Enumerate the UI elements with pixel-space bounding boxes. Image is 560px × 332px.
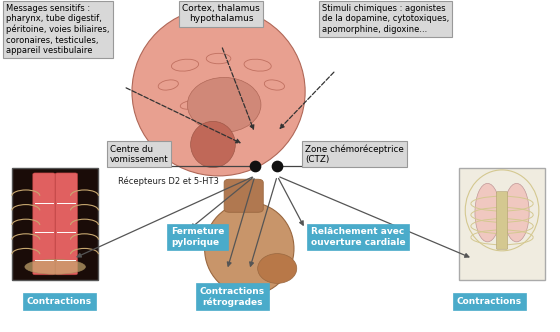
Text: Centre du
vomissement: Centre du vomissement [110, 144, 168, 164]
Ellipse shape [190, 122, 235, 168]
Point [250, 163, 259, 169]
FancyBboxPatch shape [55, 173, 77, 275]
Ellipse shape [504, 183, 529, 242]
FancyBboxPatch shape [497, 192, 507, 249]
Text: Fermeture
pylorique: Fermeture pylorique [171, 227, 225, 247]
Ellipse shape [25, 259, 86, 274]
Text: Relâchement avec
ouverture cardiale: Relâchement avec ouverture cardiale [311, 227, 405, 247]
Text: Contractions: Contractions [457, 297, 522, 306]
Point [273, 163, 282, 169]
Text: Zone chémoréceptrice
(CTZ): Zone chémoréceptrice (CTZ) [305, 144, 404, 164]
FancyBboxPatch shape [12, 168, 99, 280]
Text: Cortex, thalamus
hypothalamus: Cortex, thalamus hypothalamus [183, 4, 260, 23]
Text: Stimuli chimiques : agonistes
de la dopamine, cytotoxiques,
apomorphine, digoxin: Stimuli chimiques : agonistes de la dopa… [322, 4, 449, 34]
FancyBboxPatch shape [224, 179, 263, 212]
Ellipse shape [188, 77, 261, 132]
Ellipse shape [475, 183, 500, 242]
Text: Messages sensitifs :
pharynx, tube digestif,
péritoine, voies biliaires,
coronai: Messages sensitifs : pharynx, tube diges… [6, 4, 110, 55]
Ellipse shape [132, 7, 305, 176]
Text: Contractions
rétrogrades: Contractions rétrogrades [200, 287, 265, 306]
FancyBboxPatch shape [459, 168, 545, 280]
Text: Récepteurs D2 et 5-HT3: Récepteurs D2 et 5-HT3 [118, 176, 219, 186]
FancyBboxPatch shape [33, 173, 55, 275]
Text: Contractions: Contractions [27, 297, 92, 306]
Ellipse shape [204, 203, 294, 295]
Ellipse shape [258, 254, 297, 284]
